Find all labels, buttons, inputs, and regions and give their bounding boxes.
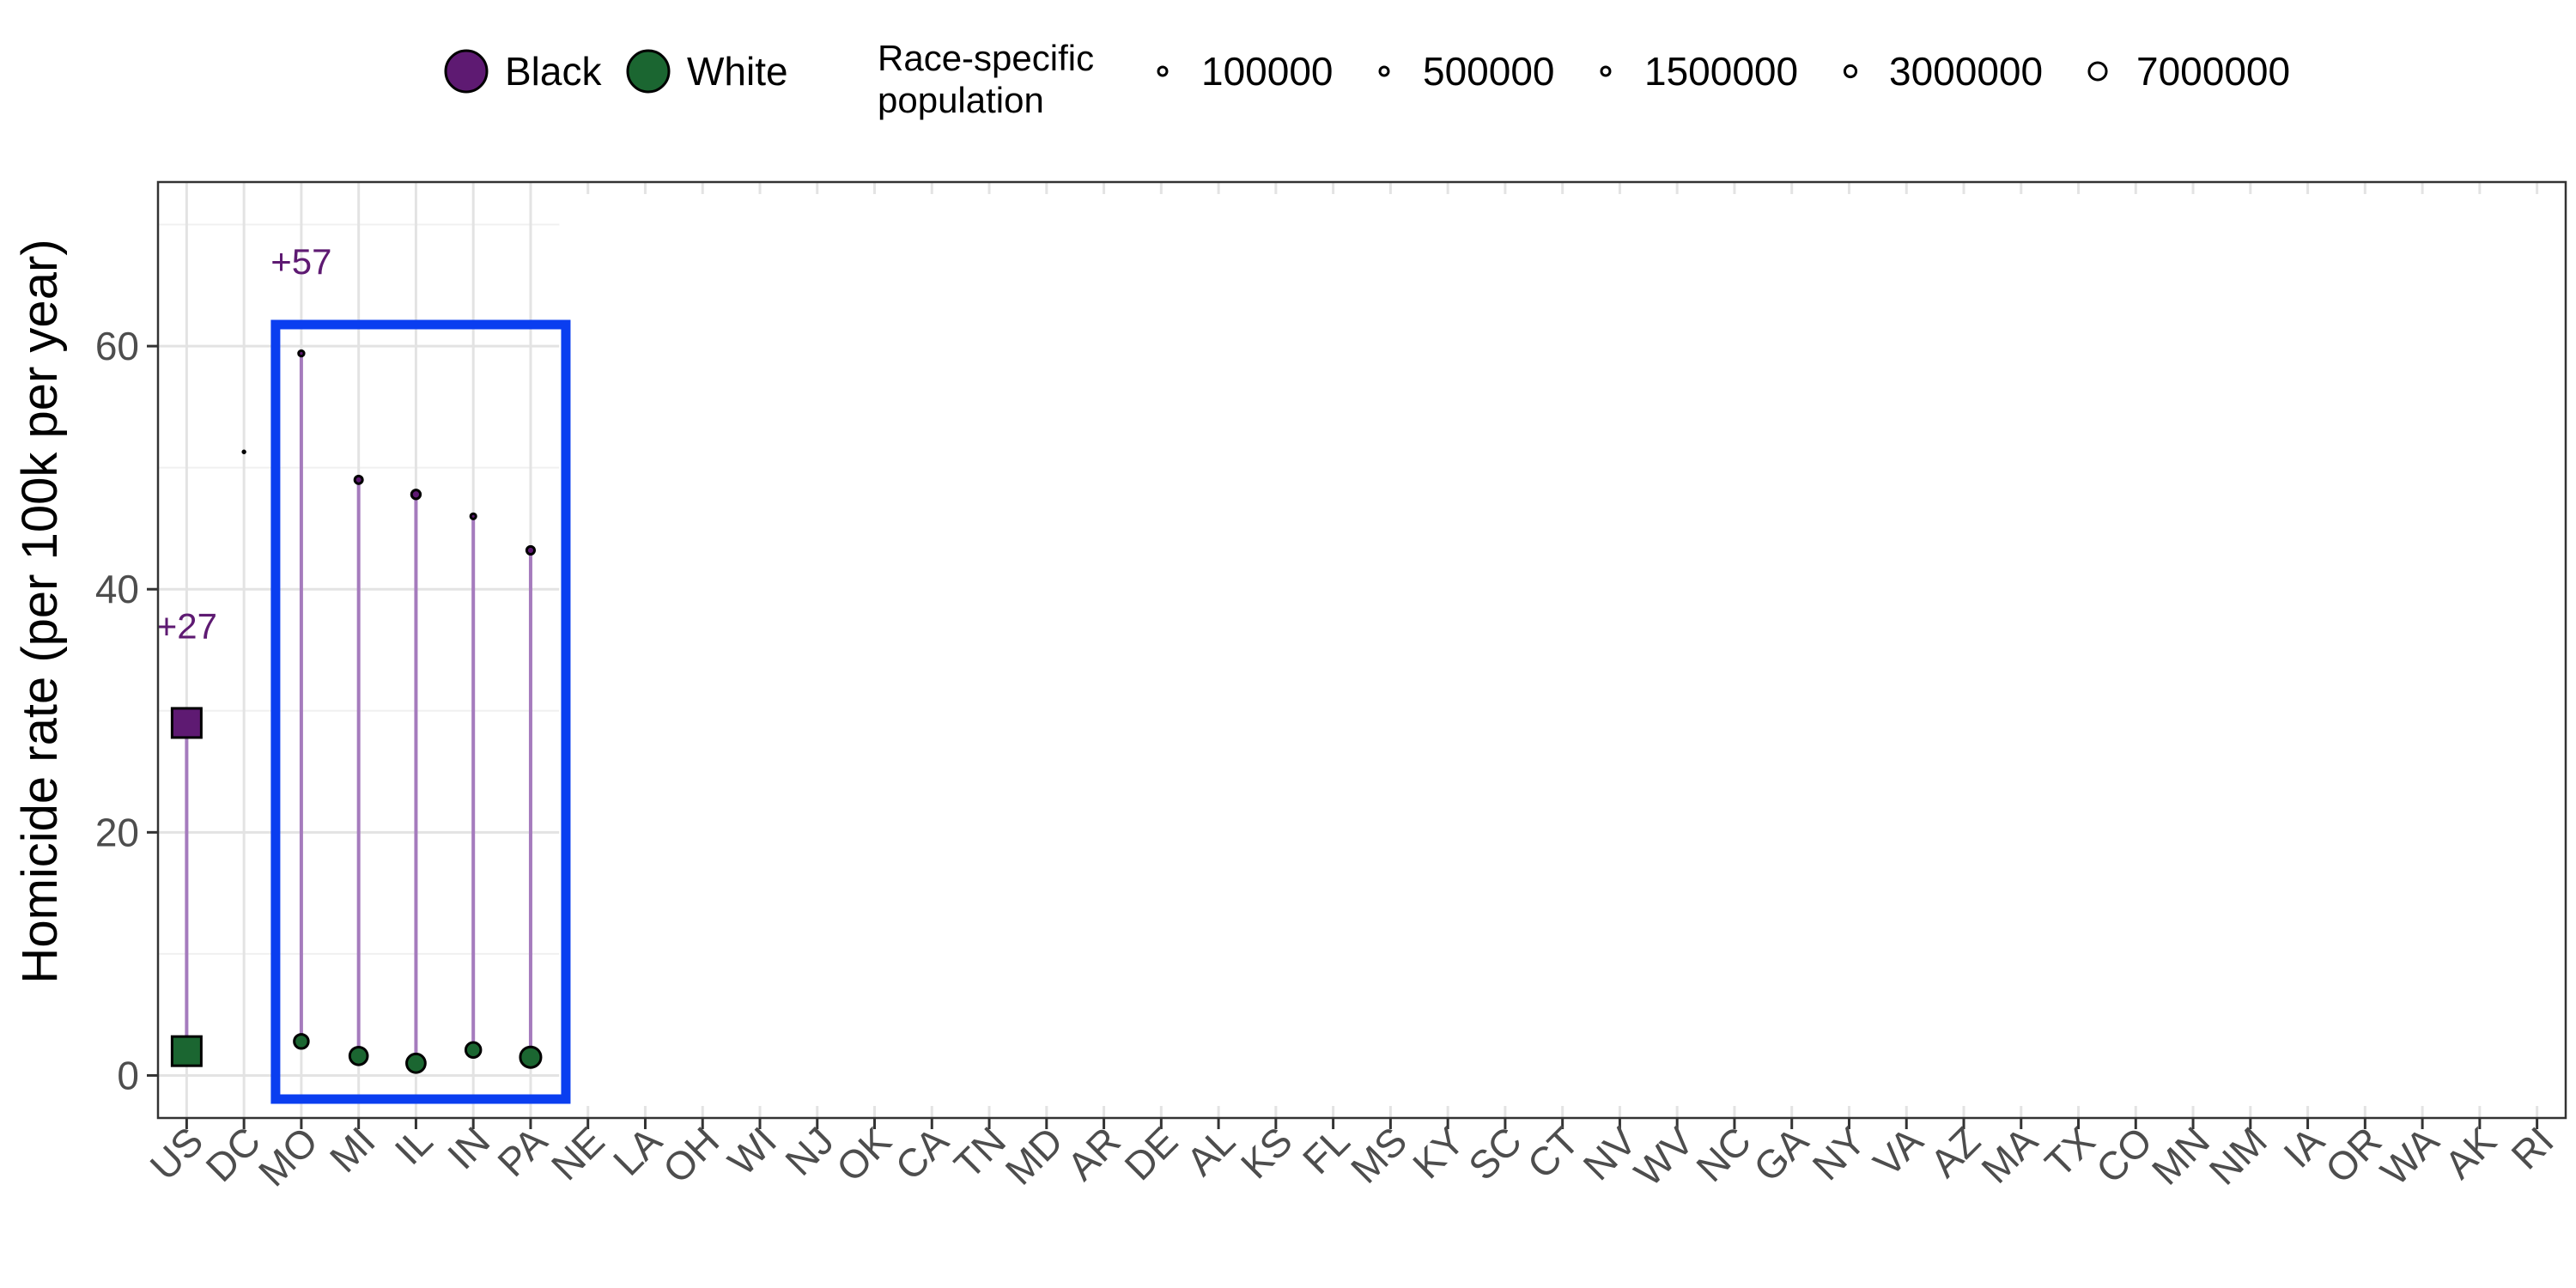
size-legend-key	[1600, 65, 1612, 77]
point-white-in	[464, 1041, 483, 1059]
legend-key-white	[626, 49, 671, 94]
point-black-us	[170, 707, 203, 739]
legend-label-black: Black	[505, 49, 602, 94]
annotation-label: +57	[270, 241, 331, 282]
size-legend-title-line2: population	[878, 80, 1044, 120]
y-tick-label: 20	[95, 810, 139, 854]
point-black-mo	[297, 349, 306, 358]
size-legend-key	[2087, 61, 2108, 82]
point-white-mi	[348, 1045, 369, 1066]
size-legend-key	[1378, 65, 1390, 77]
legend-key-black	[444, 49, 489, 94]
race-legend: Black White	[444, 49, 788, 94]
point-white-us	[170, 1035, 203, 1067]
y-tick-label: 0	[117, 1053, 139, 1097]
point-black-il	[410, 489, 422, 501]
highlight-box	[270, 319, 571, 1104]
y-tick-label: 60	[95, 324, 139, 368]
annotation-label: +27	[156, 606, 217, 647]
size-legend-key	[1157, 65, 1169, 77]
size-legend-label: 100000	[1201, 49, 1334, 94]
legend-label-white: White	[687, 49, 788, 94]
point-black-dc	[241, 449, 246, 454]
point-black-in	[469, 512, 477, 520]
point-white-il	[405, 1052, 427, 1074]
size-legend-label: 500000	[1423, 49, 1555, 94]
point-white-mo	[293, 1033, 310, 1050]
size-legend: 100000 500000 1500000 3000000 7000000	[1157, 49, 2290, 94]
size-legend-label: 3000000	[1889, 49, 2043, 94]
point-white-pa	[519, 1045, 543, 1069]
y-tick-label: 40	[95, 567, 139, 611]
point-black-mi	[353, 474, 364, 485]
plot-panel	[158, 182, 2566, 1118]
legend: Black White Race-specific population 1000…	[444, 38, 2290, 120]
data-marks: +27 +57	[156, 241, 571, 1104]
panel-border	[156, 180, 2567, 1120]
y-axis-label: Homicide rate (per 100k per year)	[12, 239, 68, 983]
size-legend-label: 7000000	[2136, 49, 2290, 94]
size-legend-title-line1: Race-specific	[878, 38, 1094, 78]
size-legend-label: 1500000	[1644, 49, 1798, 94]
panel-background	[158, 182, 2566, 1118]
point-black-pa	[525, 544, 537, 556]
size-legend-key	[1843, 64, 1858, 79]
